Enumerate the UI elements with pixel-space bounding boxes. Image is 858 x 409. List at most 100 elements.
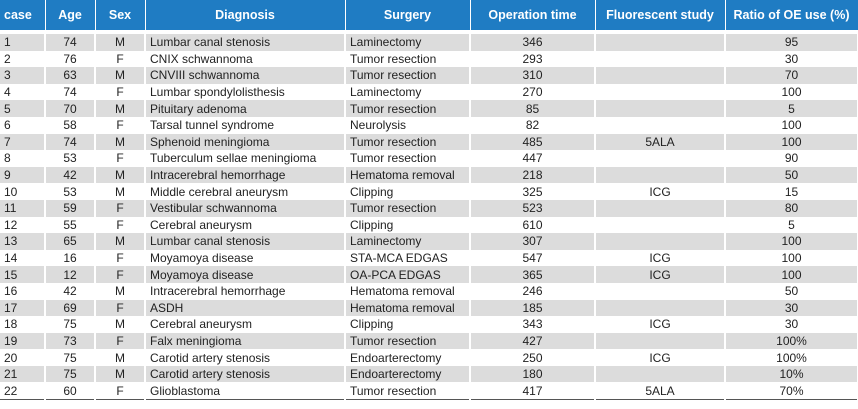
table-row: 19 73 F Falx meningioma Tumor resection 427 10…: [0, 332, 858, 350]
table-row: 17 69 F ASDH Hematoma removal 185 30: [0, 299, 858, 317]
table-cell: F: [95, 266, 146, 283]
table-cell: 4: [0, 83, 46, 101]
table-cell: Clipping: [345, 183, 471, 200]
table-cell: F: [95, 216, 146, 234]
table-row: 1 74 M Lumbar canal stenosis Laminectomy 346 9…: [0, 34, 858, 51]
table-row: 18 75 M Cerebral aneurysm Clipping 343 ICG 30: [0, 316, 858, 333]
table-cell: 417: [470, 382, 596, 401]
table-cell: 82: [470, 116, 596, 134]
table-row: 13 65 M Lumbar canal stenosis Laminectomy 307…: [0, 233, 858, 250]
table-row: 11 59 F Vestibular schwannoma Tumor resectio…: [0, 199, 858, 217]
table-cell: Tumor resection: [345, 150, 471, 167]
table-cell: F: [95, 299, 146, 317]
table-cell: M: [95, 282, 146, 300]
table-row: 7 74 M Sphenoid meningioma Tumor resection 48…: [0, 133, 858, 151]
table-cell: Tumor resection: [345, 332, 471, 350]
table-cell: 100: [725, 249, 858, 267]
table-cell: Hematoma removal: [345, 299, 471, 317]
table-cell: 74: [45, 34, 96, 51]
table-cell: Tumor resection: [345, 100, 471, 117]
table-cell: 6: [0, 116, 46, 134]
table-cell: M: [95, 183, 146, 200]
table-cell: 11: [0, 199, 46, 217]
table-cell: M: [95, 365, 146, 383]
table-cell: 447: [470, 150, 596, 167]
table-cell: [595, 233, 726, 250]
table-cell: 185: [470, 299, 596, 317]
table-cell: 547: [470, 249, 596, 267]
table-cell: 100: [725, 116, 858, 134]
table-cell: Clipping: [345, 316, 471, 333]
table-cell: 95: [725, 34, 858, 51]
table-cell: Tumor resection: [345, 67, 471, 84]
column-header: Fluorescent study: [595, 0, 726, 30]
table-row: 22 60 F Glioblastoma Tumor resection 417 5ALA 7…: [0, 382, 858, 401]
table-cell: 13: [0, 233, 46, 250]
table-cell: 1: [0, 34, 46, 51]
table-row: 4 74 F Lumbar spondylolisthesis Laminectomy 2…: [0, 83, 858, 101]
table-cell: 55: [45, 216, 96, 234]
table-cell: 12: [45, 266, 96, 283]
table-cell: [595, 67, 726, 84]
table-cell: 80: [725, 199, 858, 217]
table-cell: Vestibular schwannoma: [145, 199, 346, 217]
table-cell: [595, 199, 726, 217]
table-cell: CNVIII schwannoma: [145, 67, 346, 84]
table-cell: 2: [0, 50, 46, 68]
table-cell: 16: [45, 249, 96, 267]
table-cell: Clipping: [345, 216, 471, 234]
table-cell: ICG: [595, 183, 726, 200]
table-cell: 53: [45, 183, 96, 200]
table-cell: Cerebral aneurysm: [145, 316, 346, 333]
table-cell: 343: [470, 316, 596, 333]
table-cell: ICG: [595, 349, 726, 366]
table-cell: Carotid artery stenosis: [145, 349, 346, 366]
table-cell: Lumbar spondylolisthesis: [145, 83, 346, 101]
table-cell: Cerebral aneurysm: [145, 216, 346, 234]
table-row: 10 53 M Middle cerebral aneurysm Clipping 325…: [0, 183, 858, 200]
table-cell: OA-PCA EDGAS: [345, 266, 471, 283]
table-cell: 427: [470, 332, 596, 350]
table-row: 3 63 M CNVIII schwannoma Tumor resection 310 7…: [0, 67, 858, 84]
table-cell: Lumbar canal stenosis: [145, 34, 346, 51]
table-cell: 16: [0, 282, 46, 300]
table-cell: 15: [0, 266, 46, 283]
table-cell: 5: [0, 100, 46, 117]
column-header: Sex: [95, 0, 146, 30]
table-cell: 485: [470, 133, 596, 151]
table-cell: 30: [725, 50, 858, 68]
table-cell: [595, 299, 726, 317]
table-cell: 74: [45, 83, 96, 101]
table-cell: Glioblastoma: [145, 382, 346, 401]
table-cell: Hematoma removal: [345, 282, 471, 300]
table-cell: 58: [45, 116, 96, 134]
table-cell: 9: [0, 166, 46, 184]
table-cell: 30: [725, 316, 858, 333]
table-cell: [595, 332, 726, 350]
table-cell: 7: [0, 133, 46, 151]
table-cell: F: [95, 382, 146, 401]
table-cell: Tumor resection: [345, 133, 471, 151]
table-cell: 5ALA: [595, 133, 726, 151]
table-cell: Tuberculum sellae meningioma: [145, 150, 346, 167]
column-header: Surgery: [345, 0, 471, 30]
table-cell: 10%: [725, 365, 858, 383]
table-cell: [595, 50, 726, 68]
table-cell: Tumor resection: [345, 199, 471, 217]
table-cell: 19: [0, 332, 46, 350]
table-cell: 53: [45, 150, 96, 167]
table-cell: Endoarterectomy: [345, 365, 471, 383]
table-cell: 85: [470, 100, 596, 117]
table-cell: 100: [725, 266, 858, 283]
table-cell: Sphenoid meningioma: [145, 133, 346, 151]
column-header: Ratio of OE use (%): [725, 0, 858, 30]
table-cell: 246: [470, 282, 596, 300]
table-row: 15 12 F Moyamoya disease OA-PCA EDGAS 365 ICG 1…: [0, 266, 858, 283]
table-cell: Tarsal tunnel syndrome: [145, 116, 346, 134]
table-cell: M: [95, 233, 146, 250]
table-cell: ASDH: [145, 299, 346, 317]
table-row: 6 58 F Tarsal tunnel syndrome Neurolysis 82 10…: [0, 116, 858, 134]
table-cell: [595, 282, 726, 300]
table-cell: Pituitary adenoma: [145, 100, 346, 117]
table-cell: Carotid artery stenosis: [145, 365, 346, 383]
